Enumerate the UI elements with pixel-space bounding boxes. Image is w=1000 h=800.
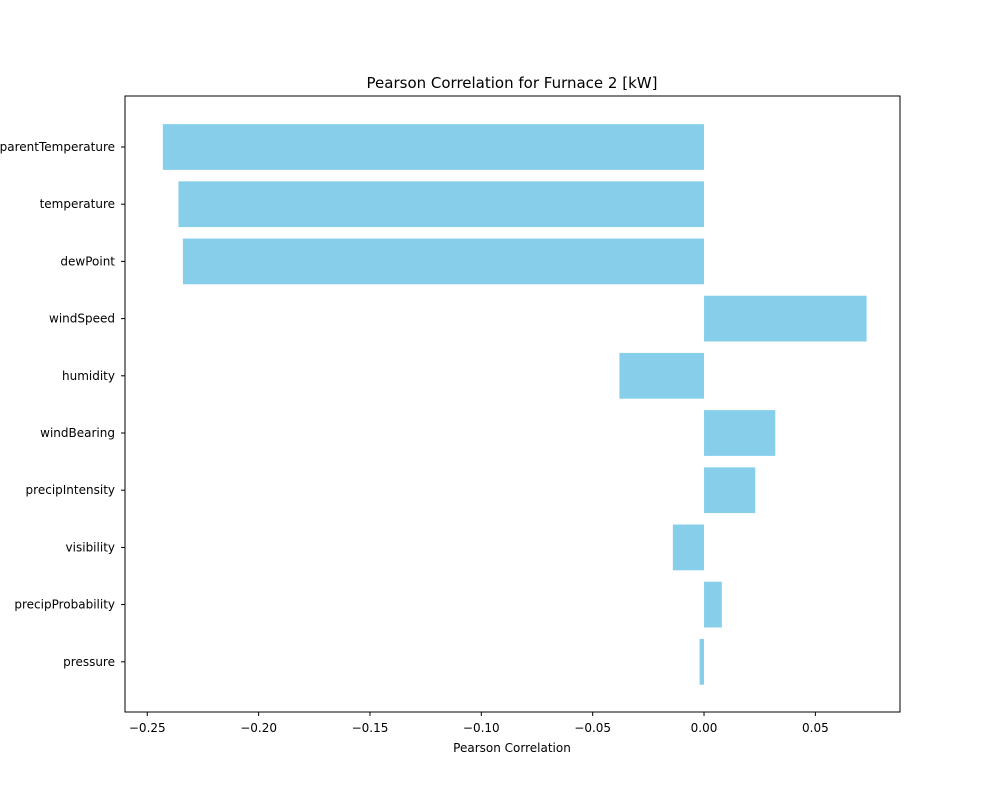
x-tick-label: 0.05: [802, 721, 829, 735]
x-tick-label: −0.15: [352, 721, 389, 735]
y-tick-label: visibility: [66, 540, 115, 554]
chart-title: Pearson Correlation for Furnace 2 [kW]: [367, 74, 658, 92]
bar-temperature: [178, 181, 705, 228]
x-tick-label: −0.20: [240, 721, 277, 735]
y-tick-label: apparentTemperature: [0, 140, 115, 154]
bar-windSpeed: [704, 295, 867, 342]
bar-apparentTemperature: [162, 124, 705, 170]
y-tick-label: temperature: [40, 197, 115, 211]
y-tick-label: windBearing: [40, 426, 115, 440]
x-tick-label: 0.00: [691, 721, 718, 735]
bar-pressure: [699, 638, 705, 685]
bar-dewPoint: [182, 238, 705, 285]
x-axis-label: Pearson Correlation: [453, 741, 571, 755]
y-tick-label: humidity: [62, 369, 115, 383]
y-tick-label: windSpeed: [49, 312, 115, 326]
bar-precipProbability: [704, 581, 722, 628]
x-axis: −0.25 −0.20 −0.15 −0.10 −0.05 0.00 0.05: [129, 712, 829, 735]
y-tick-label: dewPoint: [60, 254, 115, 268]
bar-humidity: [619, 352, 705, 399]
x-tick-label: −0.05: [574, 721, 611, 735]
y-axis: apparentTemperature temperature dewPoint wi…: [0, 140, 125, 669]
x-tick-label: −0.25: [129, 721, 166, 735]
bar-windBearing: [704, 410, 776, 456]
bars-group: [162, 124, 867, 685]
y-tick-label: precipIntensity: [26, 483, 115, 497]
x-tick-label: −0.10: [463, 721, 500, 735]
y-tick-label: precipProbability: [14, 598, 115, 612]
bar-precipIntensity: [704, 467, 756, 514]
y-tick-label: pressure: [63, 655, 115, 669]
bar-visibility: [672, 524, 705, 571]
plot-frame: [124, 95, 901, 713]
